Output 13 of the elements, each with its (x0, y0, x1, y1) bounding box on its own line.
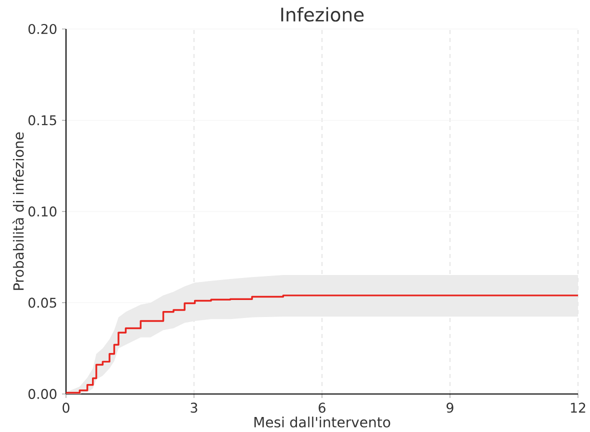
y-tick-label: 0.05 (28, 298, 56, 308)
y-tick-label: 0.15 (28, 115, 56, 126)
y-tick-label: 0.20 (28, 24, 56, 34)
y-axis-title: Probabilità di infezione (12, 132, 24, 290)
x-tick-label: 9 (446, 402, 454, 413)
y-tick-label: 0.10 (28, 206, 56, 217)
chart-title: Infezione (281, 7, 364, 22)
x-axis-title: Mesi dall'intervento (254, 416, 390, 428)
x-tick-label: 3 (190, 402, 198, 413)
x-tick-label: 12 (570, 402, 586, 413)
x-tick-label: 6 (318, 402, 326, 413)
y-tick-label: 0.00 (28, 388, 56, 400)
x-tick-label: 0 (62, 402, 70, 413)
